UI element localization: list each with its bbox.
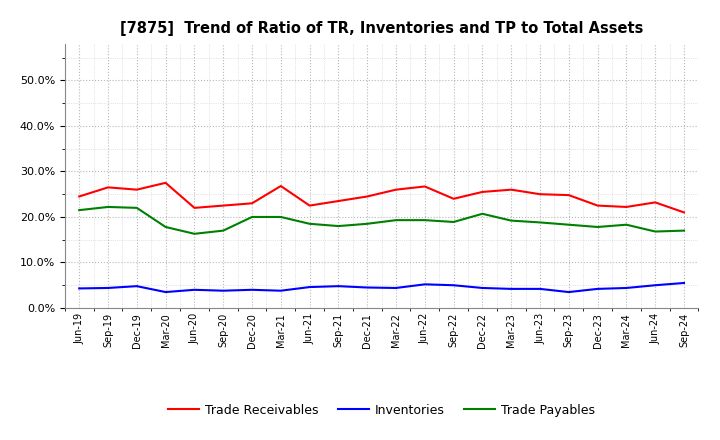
Inventories [680,280,688,286]
Trade Receivables [564,192,573,198]
Inventories [392,285,400,290]
Inventories [449,282,458,288]
Inventories [104,285,112,290]
Trade Payables [161,224,170,230]
Inventories [334,283,343,289]
Trade Receivables [449,196,458,202]
Trade Receivables [161,180,170,186]
Trade Payables [104,204,112,209]
Inventories [132,283,141,289]
Trade Payables [132,205,141,210]
Trade Receivables [75,194,84,199]
Inventories [248,287,256,293]
Title: [7875]  Trend of Ratio of TR, Inventories and TP to Total Assets: [7875] Trend of Ratio of TR, Inventories… [120,21,643,36]
Trade Payables [363,221,372,227]
Trade Receivables [478,189,487,194]
Trade Payables [392,217,400,223]
Trade Payables [190,231,199,236]
Trade Payables [276,214,285,220]
Trade Payables [680,228,688,233]
Inventories [420,282,429,287]
Trade Payables [75,208,84,213]
Trade Receivables [305,203,314,208]
Trade Payables [305,221,314,227]
Inventories [651,282,660,288]
Trade Receivables [363,194,372,199]
Legend: Trade Receivables, Inventories, Trade Payables: Trade Receivables, Inventories, Trade Pa… [163,399,600,422]
Trade Receivables [651,200,660,205]
Trade Payables [536,220,544,225]
Trade Receivables [132,187,141,192]
Line: Trade Payables: Trade Payables [79,207,684,234]
Trade Payables [219,228,228,233]
Inventories [75,286,84,291]
Trade Payables [651,229,660,234]
Trade Receivables [507,187,516,192]
Trade Payables [334,224,343,229]
Trade Receivables [420,184,429,189]
Inventories [478,285,487,290]
Trade Receivables [104,185,112,190]
Trade Receivables [593,203,602,208]
Trade Receivables [190,205,199,210]
Trade Payables [420,217,429,223]
Trade Payables [564,222,573,227]
Inventories [564,290,573,295]
Trade Receivables [392,187,400,192]
Trade Payables [248,214,256,220]
Trade Payables [622,222,631,227]
Trade Receivables [248,201,256,206]
Trade Receivables [680,210,688,215]
Trade Receivables [219,203,228,208]
Inventories [363,285,372,290]
Inventories [536,286,544,292]
Trade Receivables [536,191,544,197]
Inventories [276,288,285,293]
Line: Inventories: Inventories [79,283,684,292]
Trade Payables [507,218,516,223]
Trade Payables [478,211,487,216]
Trade Receivables [334,198,343,204]
Inventories [161,290,170,295]
Inventories [219,288,228,293]
Inventories [190,287,199,293]
Inventories [507,286,516,292]
Inventories [622,285,631,290]
Inventories [305,284,314,290]
Inventories [593,286,602,292]
Trade Payables [449,219,458,224]
Trade Receivables [276,183,285,189]
Trade Payables [593,224,602,230]
Line: Trade Receivables: Trade Receivables [79,183,684,213]
Trade Receivables [622,204,631,209]
